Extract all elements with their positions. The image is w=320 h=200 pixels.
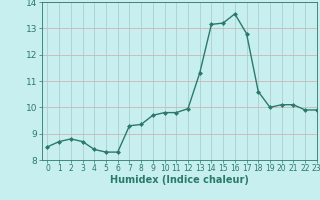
X-axis label: Humidex (Indice chaleur): Humidex (Indice chaleur) xyxy=(110,175,249,185)
